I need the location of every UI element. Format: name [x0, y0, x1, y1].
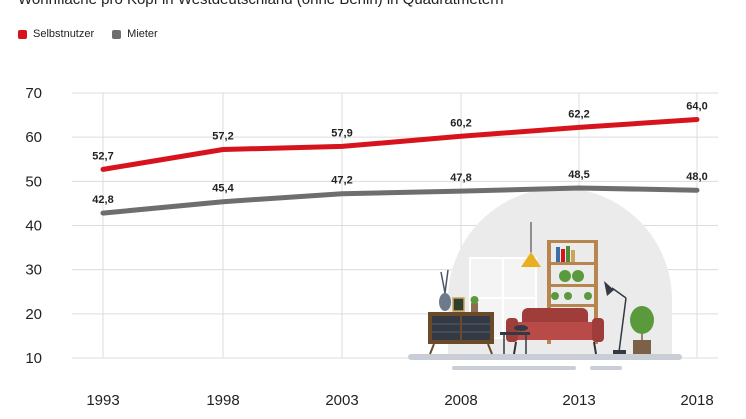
- x-tick-label: 2003: [325, 392, 358, 409]
- data-label-selbstnutzer: 57,2: [212, 131, 233, 143]
- x-tick-label: 1998: [206, 392, 239, 409]
- x-axis-ticks: 1993 1998 2003 2008 2013 2018: [86, 392, 713, 409]
- x-tick-label: 2008: [444, 392, 477, 409]
- floor: [408, 354, 682, 360]
- data-label-mieter: 48,0: [686, 171, 707, 183]
- legend-swatch-selbstnutzer: [18, 29, 27, 39]
- living-room-illustration: [408, 188, 682, 370]
- y-tick-label: 10: [25, 350, 42, 367]
- vase-icon: [439, 269, 451, 311]
- data-label-selbstnutzer: 52,7: [92, 150, 113, 162]
- small-plant-pot-icon: [471, 303, 478, 312]
- data-label-mieter: 48,5: [568, 169, 589, 181]
- floor-shadow-small: [590, 366, 622, 370]
- legend-item-selbstnutzer: Selbstnutzer: [18, 28, 94, 40]
- pendant-lamp-icon: [521, 222, 541, 267]
- sofa-icon: [506, 308, 604, 355]
- y-tick-label: 30: [25, 262, 42, 279]
- chart-title: Wohnfläche pro Kopf in Westdeutschland (…: [18, 0, 504, 8]
- y-tick-label: 50: [25, 173, 42, 190]
- y-axis-ticks: 10 20 30 40 50 60 70: [25, 85, 42, 367]
- floor-lamp-icon: [604, 281, 627, 354]
- series-lines: [100, 117, 700, 216]
- data-label-mieter: 45,4: [212, 183, 234, 195]
- floor-shadow: [452, 366, 576, 370]
- x-tick-label: 1993: [86, 392, 119, 409]
- x-tick-label: 2018: [680, 392, 713, 409]
- data-label-mieter: 42,8: [92, 194, 113, 206]
- y-tick-label: 70: [25, 85, 42, 102]
- x-tick-label: 2013: [562, 392, 595, 409]
- data-label-mieter: 47,2: [331, 175, 352, 187]
- picture-frame-icon: [452, 297, 465, 312]
- series-line-mieter: [100, 185, 700, 216]
- legend-label-mieter: Mieter: [127, 28, 158, 40]
- legend-label-selbstnutzer: Selbstnutzer: [33, 28, 95, 40]
- small-plant-icon: [470, 296, 479, 304]
- legend-swatch-mieter: [112, 29, 122, 39]
- shelf-icon: [547, 240, 598, 344]
- coffee-table-icon: [500, 325, 530, 354]
- data-label-selbstnutzer: 57,9: [331, 127, 352, 139]
- data-label-mieter: 47,8: [450, 172, 471, 184]
- data-label-selbstnutzer: 64,0: [686, 101, 707, 113]
- potted-tree-icon: [630, 306, 654, 354]
- sideboard-icon: [428, 312, 494, 355]
- legend: Selbstnutzer Mieter: [18, 28, 176, 40]
- y-tick-label: 20: [25, 306, 42, 323]
- data-labels: 52,7 57,2 57,9 60,2 62,2 64,0 42,8 45,4 47,2 47,8…: [92, 101, 707, 207]
- data-label-selbstnutzer: 60,2: [450, 117, 471, 129]
- y-tick-label: 40: [25, 218, 42, 235]
- y-tick-label: 60: [25, 129, 42, 146]
- legend-item-mieter: Mieter: [112, 28, 158, 40]
- series-line-selbstnutzer: [100, 117, 700, 172]
- data-label-selbstnutzer: 62,2: [568, 108, 589, 120]
